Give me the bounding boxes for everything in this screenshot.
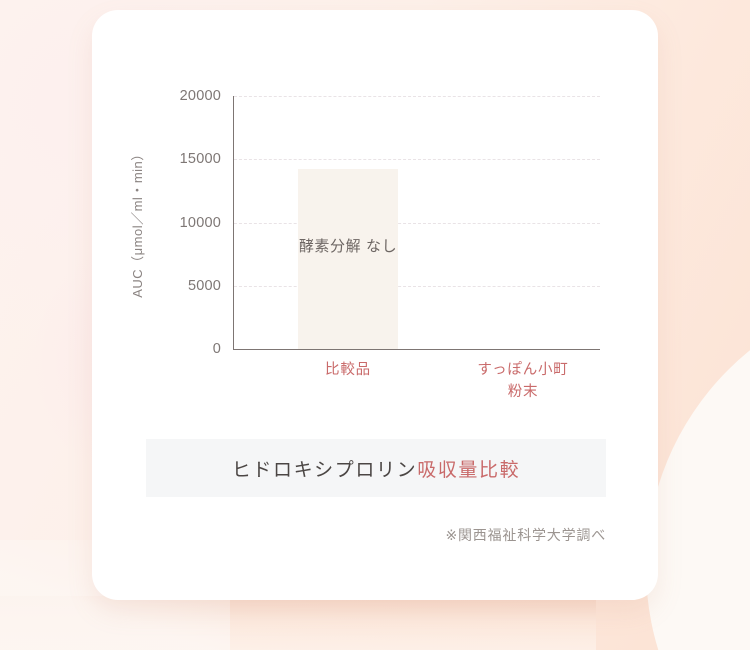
y-axis-title: AUC（μmol／ml・min）	[130, 147, 145, 298]
y-axis-line	[233, 96, 234, 349]
caption-text-plain: ヒドロキシプロリン	[231, 459, 418, 481]
y-tick-label: 0	[212, 341, 221, 357]
caption-banner: ヒドロキシプロリン吸収量比較	[146, 439, 606, 497]
source-footnote: ※関西福祉科学大学調べ	[445, 527, 606, 543]
chart-card: AUC（μmol／ml・min） 20000 15000 10000 5000 …	[92, 10, 658, 600]
gridline	[234, 159, 600, 161]
y-tick-label: 15000	[179, 151, 221, 168]
y-tick-label: 20000	[179, 88, 221, 104]
gridline	[234, 222, 600, 224]
caption-text-highlight: 吸収量比較	[417, 459, 521, 481]
y-tick-label: 5000	[187, 277, 221, 294]
plot-area: AUC（μmol／ml・min） 20000 15000 10000 5000 …	[130, 88, 600, 400]
x-axis-line	[233, 349, 600, 350]
gridline	[234, 285, 600, 287]
y-tick-label: 10000	[179, 214, 221, 231]
x-category-label-0: 比較品	[325, 362, 371, 378]
bar-comparison-product: 酵素分解 なし	[298, 169, 398, 349]
caption-text: ヒドロキシプロリン吸収量比較	[232, 455, 520, 482]
gridline	[234, 96, 600, 97]
bar-inner-label: 酵素分解 なし	[298, 238, 398, 256]
bar-chart: AUC（μmol／ml・min） 20000 15000 10000 5000 …	[92, 10, 658, 430]
x-category-label-1: すっぽん小町 粉末	[477, 362, 569, 400]
